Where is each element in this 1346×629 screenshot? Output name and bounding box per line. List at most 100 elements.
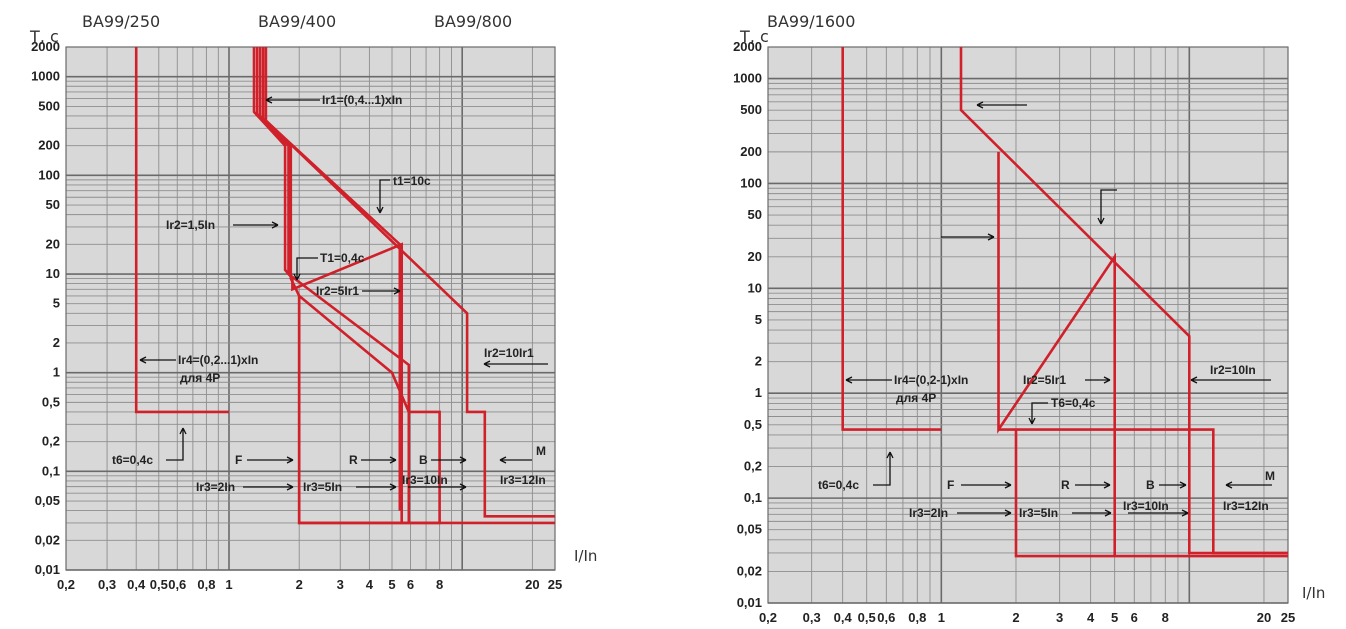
y-tick-label: 200 [38,138,60,153]
label-m: M [536,444,546,458]
y-tick-label: 1 [755,385,762,400]
arrow-ir1 [265,96,320,104]
y-tick-label: 0,02 [35,532,60,547]
arrow-ir2-5ir1 [1085,376,1111,384]
trip-curve-3 [998,428,1288,555]
x-tick-label: 25 [548,577,562,592]
label-ir2-1-5: Ir2=1,5In [166,218,215,232]
plot-area [66,47,555,570]
label-ir4: Ir4=(0,2...1)xIn [178,353,258,367]
label-r: R [349,453,358,467]
y-tick-label: 2 [53,335,60,350]
chart-va99-250-400-800: 0,010,020,050,10,20,51251020501002005001… [29,12,597,592]
x-tick-label: 2 [1012,610,1019,625]
arrow-ir2-1-5 [233,221,279,229]
trip-curve-0 [841,47,942,431]
arrow-long-time [976,101,1027,109]
arrow-ir4 [139,356,176,364]
x-tick-label: 0,4 [127,577,146,592]
y-tick-label: 0,5 [42,394,60,409]
arrow-ir2-10in [1190,376,1271,384]
x-tick-label: 8 [436,577,443,592]
y-tick-label: 200 [740,144,762,159]
arrow-f [961,481,1012,489]
label-t6-right: T6=0,4c [1051,396,1096,410]
label-ir4: Ir4=(0,2-1)xIn [894,373,968,387]
arrow-f [247,456,294,464]
arrow-m [499,456,532,464]
x-axis-label: I/In [1302,584,1325,602]
y-tick-label: 20 [748,249,762,264]
x-ticks-0: 0,2 0,3 0,4 0,5 0,6 0,8 1 2 3 4 5 6 8 20 25 [57,577,562,592]
trip-curve-0 [134,47,229,414]
y-tick-label: 500 [38,98,60,113]
x-tick-label: 0,6 [877,610,895,625]
x-tick-label: 4 [366,577,374,592]
y-ticks-0: 0,01 0,02 0,05 0,1 0,2 0,5 1 2 5 10 20 50 100 200 500 1… [31,39,60,577]
y-tick-label: 1000 [31,69,60,84]
x-tick-label: 2 [296,577,303,592]
y-tick-label: 0,05 [35,493,60,508]
arrow-t6-right [1028,402,1048,425]
x-tick-label: 0,8 [197,577,215,592]
arrow-r [361,456,397,464]
title-va99-800: ВА99/800 [434,12,512,31]
x-tick-label: 4 [1087,610,1095,625]
curves-0 [134,47,555,525]
y-tick-label: 1000 [733,71,762,86]
y-tick-label: 50 [46,197,60,212]
arrow-m [1225,481,1272,489]
label-ir3-12: Ir3=12In [1223,499,1269,513]
label-t1: t1=10c [393,174,431,188]
arrow-b [1159,481,1187,489]
label-ir2-5ir1: Ir2=5Ir1 [316,284,359,298]
x-tick-label: 0,4 [834,610,853,625]
arrow-ir3-2 [243,483,294,491]
annotations-1 [845,101,1272,517]
x-tick-label: 25 [1281,610,1295,625]
title-va99-1600: ВА99/1600 [767,12,855,31]
chart-va99-1600: 0,010,020,050,10,20,51251020501002005001… [733,12,1325,625]
arrow-curve [1097,189,1117,225]
x-tick-label: 0,8 [908,610,926,625]
label-t6: t6=0,4c [818,478,859,492]
trip-curve-6 [297,294,441,525]
x-tick-label: 3 [337,577,344,592]
label-ir3-2: Ir3=2In [909,506,948,520]
arrow-tt1 [293,257,318,281]
y-tick-label: 0,5 [744,417,762,432]
y-tick-label: 20 [46,236,60,251]
y-tick-label: 0,1 [42,463,60,478]
y-tick-label: 0,05 [737,522,762,537]
arrow-t1 [376,179,390,214]
x-tick-label: 0,2 [759,610,777,625]
label-ir3-5: Ir3=5In [303,480,342,494]
arrow-ir3-10 [1128,509,1189,517]
y-tick-label: 50 [748,207,762,222]
arrow-ir2-10ir1 [483,360,548,368]
arrow-ir2-5ir1 [362,287,401,295]
label-f: F [235,453,242,467]
y-tick-label: 2 [755,354,762,369]
arrow-r [1075,481,1111,489]
label-ir3-5: Ir3=5In [1019,506,1058,520]
arrow-ir2 [941,233,995,241]
annotations-0 [139,96,548,491]
label-ir3-2: Ir3=2In [196,480,235,494]
label-ir1: Ir1=(0,4...1)xIn [322,93,402,107]
x-tick-label: 0,5 [150,577,168,592]
y-tick-label: 10 [46,266,60,281]
label-ir3-12: Ir3=12In [500,473,546,487]
arrow-t6 [873,451,894,486]
label-ir3-10: Ir3=10In [1123,499,1169,513]
title-va99-400: ВА99/400 [258,12,336,31]
trip-curve-4 [1014,429,1288,558]
label-tt1: T1=0,4c [320,251,365,265]
x-tick-label: 0,3 [803,610,821,625]
arrow-ir3-5 [1072,509,1112,517]
trip-curve-2 [997,151,1116,557]
y-tick-label: 5 [53,296,60,311]
x-tick-label: 1 [225,577,232,592]
label-for-4p: для 4P [896,391,936,405]
x-ticks-1: 0,2 0,3 0,4 0,5 0,6 0,8 1 2 3 4 5 6 8 20 25 [759,610,1295,625]
